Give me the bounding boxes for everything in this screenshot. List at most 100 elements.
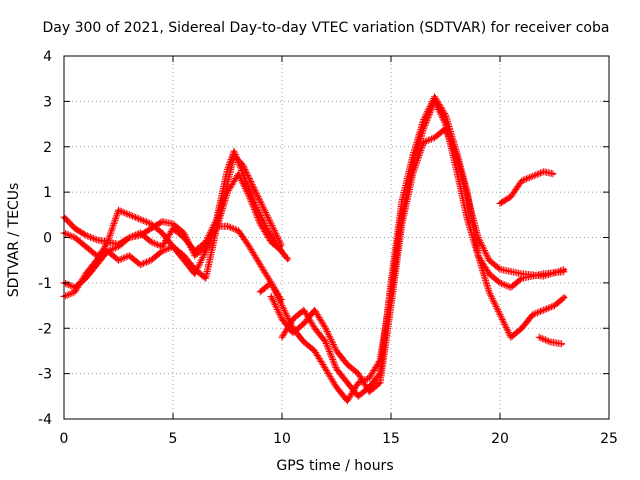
y-tick-label: 0 — [43, 231, 52, 247]
data-point — [509, 286, 513, 289]
data-point — [276, 245, 279, 248]
data-point — [248, 245, 251, 248]
data-point — [215, 218, 218, 221]
data-point — [95, 258, 98, 262]
data-point — [411, 154, 414, 158]
data-point — [389, 281, 393, 285]
y-tick-label: 2 — [43, 140, 52, 156]
data-point — [160, 220, 164, 223]
data-point — [259, 222, 262, 226]
data-point — [254, 204, 258, 207]
data-point — [400, 200, 404, 203]
data-point — [139, 218, 142, 221]
data-point — [226, 190, 229, 194]
data-point — [562, 342, 565, 346]
data-point — [313, 327, 316, 330]
data-point — [542, 170, 545, 173]
data-point — [324, 340, 327, 344]
data-point — [204, 240, 207, 244]
data-point — [160, 231, 164, 235]
data-point — [280, 317, 284, 321]
data-point — [520, 277, 523, 280]
data-point — [259, 263, 262, 266]
data-point — [455, 150, 458, 153]
data-point — [346, 363, 349, 366]
data-point — [269, 295, 273, 298]
data-point — [237, 229, 240, 232]
data-point — [106, 249, 109, 253]
data-point — [226, 224, 229, 228]
data-point — [265, 227, 268, 230]
data-point — [160, 245, 164, 248]
x-tick-label: 15 — [382, 431, 400, 447]
data-series — [60, 93, 568, 405]
data-point — [84, 234, 88, 237]
y-tick-label: 4 — [43, 49, 52, 65]
data-point — [302, 322, 305, 325]
data-point — [335, 349, 338, 353]
data-point — [73, 236, 77, 239]
y-tick-label: 1 — [43, 185, 52, 201]
data-point — [368, 376, 371, 380]
data-point — [302, 340, 305, 344]
data-point — [139, 263, 142, 266]
data-point — [324, 367, 327, 371]
data-point — [269, 222, 273, 226]
data-point — [520, 327, 523, 330]
series-track-g — [278, 93, 568, 400]
data-point — [324, 327, 327, 330]
data-point — [171, 227, 175, 230]
data-point — [182, 258, 186, 262]
data-point — [182, 236, 186, 239]
data-point — [150, 222, 153, 226]
data-point — [204, 249, 207, 253]
x-tick-label: 5 — [169, 431, 178, 447]
data-point — [73, 290, 77, 294]
data-point — [531, 175, 534, 178]
data-point — [291, 331, 295, 334]
x-axis-label: GPS time / hours — [276, 458, 393, 474]
data-point — [106, 240, 109, 244]
data-point — [564, 270, 567, 273]
x-tick-label: 20 — [491, 431, 509, 447]
series-track-i — [535, 333, 566, 348]
data-point — [357, 381, 360, 384]
data-point — [259, 290, 262, 294]
data-point — [477, 254, 480, 257]
data-point — [269, 240, 273, 244]
data-point — [378, 381, 382, 384]
data-point — [269, 281, 273, 285]
y-tick-label: -1 — [38, 276, 52, 292]
data-point — [171, 245, 175, 248]
data-point — [487, 290, 491, 294]
data-point — [250, 181, 253, 185]
data-point — [232, 150, 236, 153]
chart-title: Day 300 of 2021, Sidereal Day-to-day VTE… — [43, 20, 610, 36]
data-point — [368, 386, 371, 389]
data-point — [411, 172, 414, 176]
data-point — [302, 308, 305, 312]
data-point — [193, 254, 196, 257]
data-point — [466, 218, 469, 221]
data-point — [226, 168, 229, 171]
data-point — [215, 224, 218, 228]
data-point — [117, 258, 120, 262]
data-point — [498, 313, 502, 316]
data-point — [433, 95, 436, 99]
data-point — [433, 136, 436, 139]
data-point — [466, 190, 469, 194]
data-point — [487, 272, 491, 275]
data-point — [335, 386, 338, 389]
series-track-d — [60, 206, 285, 303]
x-tick-label: 25 — [600, 431, 618, 447]
data-point — [498, 268, 502, 271]
y-axis-label: SDTVAR / TECUs — [6, 183, 22, 298]
data-point — [150, 227, 153, 230]
data-point — [84, 272, 88, 275]
data-point — [553, 172, 556, 176]
data-point — [287, 258, 290, 262]
data-point — [498, 202, 502, 205]
data-point — [538, 336, 541, 339]
data-point — [346, 399, 349, 403]
